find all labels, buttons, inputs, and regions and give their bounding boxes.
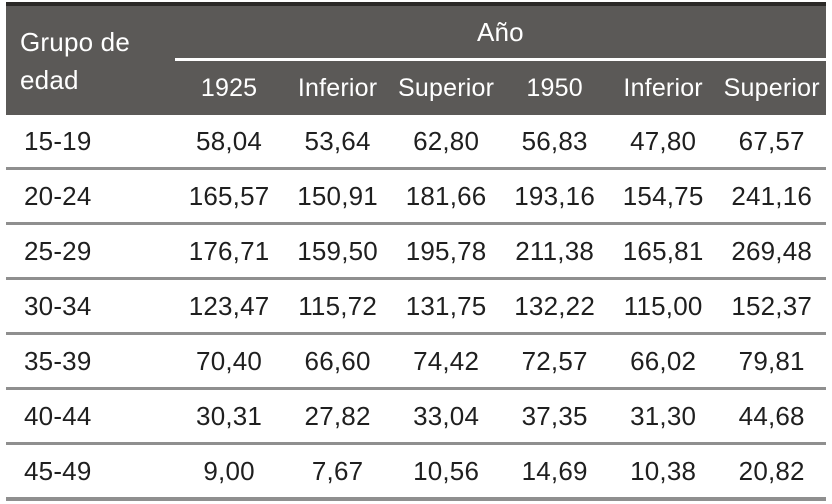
cell-value: 193,16 xyxy=(500,168,609,225)
cell-value: 165,81 xyxy=(608,223,718,280)
table-header: Grupo de edad Año 1925 Inferior Superior… xyxy=(6,4,826,115)
cell-value: 53,64 xyxy=(283,115,392,170)
column-header-1925: 1925 xyxy=(174,59,284,115)
table-row: 40-44 30,31 27,82 33,04 37,35 31,30 44,6… xyxy=(6,388,826,445)
table-row: 30-34 123,47 115,72 131,75 132,22 115,00… xyxy=(6,278,826,335)
cell-value: 159,50 xyxy=(283,223,392,280)
cell-value: 154,75 xyxy=(608,168,718,225)
cell-value: 33,04 xyxy=(391,388,501,445)
cell-value: 31,30 xyxy=(608,388,718,445)
cell-value: 7,67 xyxy=(283,443,392,501)
cell-value: 27,82 xyxy=(283,388,392,445)
cell-value: 241,16 xyxy=(717,168,826,225)
cell-value: 10,38 xyxy=(608,443,718,501)
cell-value: 14,69 xyxy=(500,443,609,501)
cell-value: 165,57 xyxy=(174,168,284,225)
row-label-age-group: 35-39 xyxy=(6,333,175,390)
cell-value: 123,47 xyxy=(174,278,284,335)
cell-value: 20,82 xyxy=(717,443,826,501)
cell-value: 132,22 xyxy=(500,278,609,335)
column-header-superior-1925: Superior xyxy=(391,59,501,115)
cell-value: 9,00 xyxy=(174,443,284,501)
table-row: 25-29 176,71 159,50 195,78 211,38 165,81… xyxy=(6,223,826,280)
cell-value: 66,60 xyxy=(283,333,392,390)
cell-value: 10,56 xyxy=(391,443,501,501)
table-row: 20-24 165,57 150,91 181,66 193,16 154,75… xyxy=(6,168,826,225)
column-header-inferior-1950: Inferior xyxy=(608,59,718,115)
table-row: 35-39 70,40 66,60 74,42 72,57 66,02 79,8… xyxy=(6,333,826,390)
cell-value: 176,71 xyxy=(174,223,284,280)
table-row: 45-49 9,00 7,67 10,56 14,69 10,38 20,82 xyxy=(6,443,826,501)
cell-value: 30,31 xyxy=(174,388,284,445)
group-header-year: Año xyxy=(174,4,826,61)
row-label-age-group: 20-24 xyxy=(6,168,175,225)
row-label-age-group: 45-49 xyxy=(6,443,175,501)
row-label-age-group: 25-29 xyxy=(6,223,175,280)
column-header-superior-1950: Superior xyxy=(717,59,826,115)
header-row-group: Grupo de edad Año xyxy=(6,4,826,115)
cell-value: 152,37 xyxy=(717,278,826,335)
cell-value: 150,91 xyxy=(283,168,392,225)
cell-value: 72,57 xyxy=(500,333,609,390)
corner-header-age-group: Grupo de edad xyxy=(6,4,175,115)
cell-value: 70,40 xyxy=(174,333,284,390)
cell-value: 67,57 xyxy=(717,115,826,170)
cell-value: 47,80 xyxy=(608,115,718,170)
cell-value: 181,66 xyxy=(391,168,501,225)
age-group-year-table-wrapper: Grupo de edad Año 1925 Inferior Superior… xyxy=(6,2,826,501)
cell-value: 131,75 xyxy=(391,278,501,335)
column-header-inferior-1925: Inferior xyxy=(283,59,392,115)
cell-value: 66,02 xyxy=(608,333,718,390)
cell-value: 44,68 xyxy=(717,388,826,445)
cell-value: 62,80 xyxy=(391,115,501,170)
age-group-year-table: Grupo de edad Año 1925 Inferior Superior… xyxy=(6,2,826,501)
row-label-age-group: 30-34 xyxy=(6,278,175,335)
table-body: 15-19 58,04 53,64 62,80 56,83 47,80 67,5… xyxy=(6,115,826,501)
cell-value: 74,42 xyxy=(391,333,501,390)
column-header-1950: 1950 xyxy=(500,59,609,115)
cell-value: 195,78 xyxy=(391,223,501,280)
cell-value: 211,38 xyxy=(500,223,609,280)
cell-value: 58,04 xyxy=(174,115,284,170)
cell-value: 37,35 xyxy=(500,388,609,445)
row-label-age-group: 15-19 xyxy=(6,115,175,170)
cell-value: 115,72 xyxy=(283,278,392,335)
row-label-age-group: 40-44 xyxy=(6,388,175,445)
cell-value: 79,81 xyxy=(717,333,826,390)
cell-value: 269,48 xyxy=(717,223,826,280)
header-row-columns: 1925 Inferior Superior 1950 Inferior Sup… xyxy=(6,59,826,115)
table-row: 15-19 58,04 53,64 62,80 56,83 47,80 67,5… xyxy=(6,115,826,170)
cell-value: 56,83 xyxy=(500,115,609,170)
cell-value: 115,00 xyxy=(608,278,718,335)
